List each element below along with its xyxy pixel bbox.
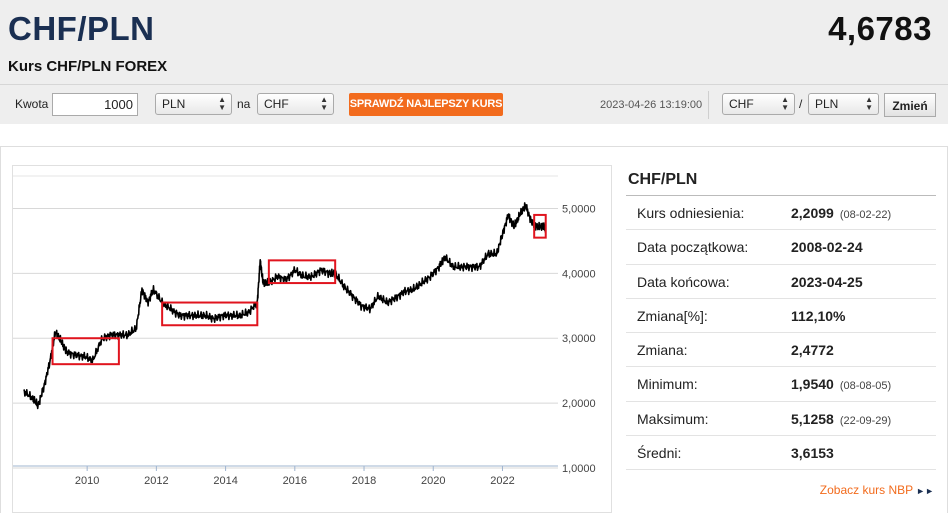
stats-row: Maksimum: 5,1258 (22-09-29) <box>626 402 936 437</box>
stats-row: Kurs odniesienia: 2,2099 (08-02-22) <box>626 196 936 231</box>
stats-value: 2,4772 <box>791 342 840 358</box>
y-tick-label: 3,0000 <box>562 333 596 345</box>
stats-label: Minimum: <box>637 376 698 393</box>
highlight-box <box>267 259 337 285</box>
stats-row: Zmiana: 2,4772 <box>626 333 936 368</box>
stats-value-text: 5,1258 <box>791 410 834 427</box>
quote-header: CHF/PLN 4,6783 Kurs CHF/PLN FOREX Kwota … <box>0 0 948 124</box>
chart-svg: 1,0000 2,0000 3,0000 4,0000 5,0000 2010 2012 20… <box>13 175 596 487</box>
stats-label: Data początkowa: <box>637 239 749 256</box>
y-tick-label: 5,0000 <box>562 203 596 215</box>
x-tick-label: 2010 <box>75 475 99 487</box>
stats-label: Maksimum: <box>637 410 709 427</box>
highlight-box <box>51 337 120 366</box>
stats-date: (22-09-29) <box>839 414 892 427</box>
rate-chart: 1,0000 2,0000 3,0000 4,0000 5,0000 2010 2012 20… <box>12 165 612 513</box>
stats-label: Zmiana[%]: <box>637 307 708 324</box>
amount-label: Kwota <box>15 97 49 111</box>
nbp-link-text: Zobacz kurs NBP <box>819 483 914 497</box>
stats-value: 5,1258 (22-09-29) <box>791 411 891 427</box>
stats-date: (08-08-05) <box>839 380 892 393</box>
stats-row: Minimum: 1,9540 (08-08-05) <box>626 367 936 402</box>
stats-panel: CHF/PLN Kurs odniesienia: 2,2099 (08-02-22… <box>626 164 936 471</box>
x-tick-label: 2022 <box>490 475 514 487</box>
nbp-rate-link[interactable]: Zobacz kurs NBP ►► <box>820 483 934 497</box>
change-pair-button[interactable]: Zmień <box>884 93 936 117</box>
select-arrows-icon: ▲ ▼ <box>781 95 789 112</box>
x-tick-label: 2016 <box>283 475 307 487</box>
stats-title: CHF/PLN <box>626 164 936 196</box>
pair-base-value: CHF <box>729 97 754 111</box>
stats-value: 3,6153 <box>791 445 840 461</box>
x-tick-label: 2018 <box>352 475 376 487</box>
stats-row: Data początkowa: 2008-02-24 <box>626 230 936 265</box>
page-title: CHF/PLN <box>8 10 155 47</box>
from-currency-select[interactable]: PLN ▲ ▼ <box>155 93 232 115</box>
x-tick-label: 2012 <box>144 475 168 487</box>
stats-value: 112,10% <box>791 308 852 324</box>
stats-label: Zmiana: <box>637 342 688 359</box>
stats-list: Kurs odniesienia: 2,2099 (08-02-22) Data p… <box>626 196 936 471</box>
select-arrows-icon: ▲ ▼ <box>320 95 328 112</box>
stats-value-text: 3,6153 <box>791 445 834 462</box>
page-subtitle: Kurs CHF/PLN FOREX <box>8 58 168 75</box>
stats-value: 2,2099 (08-02-22) <box>791 205 891 221</box>
y-tick-label: 2,0000 <box>562 398 596 410</box>
best-rate-button[interactable]: SPRAWDŹ NAJLEPSZY KURS <box>349 93 503 116</box>
converter-toolbar: Kwota 1000 PLN ▲ ▼ na CHF ▲ ▼ SPRAWDŹ NAJL… <box>0 84 948 124</box>
x-tick-label: 2020 <box>421 475 445 487</box>
stats-label: Kurs odniesienia: <box>637 205 745 221</box>
double-arrow-icon: ►► <box>916 486 934 496</box>
stats-label: Średni: <box>637 445 682 462</box>
stats-value-text: 1,9540 <box>791 376 834 393</box>
from-currency-value: PLN <box>162 97 186 111</box>
y-tick-label: 1,0000 <box>562 463 596 475</box>
pair-quote-select[interactable]: PLN ▲ ▼ <box>808 93 879 115</box>
stats-value-text: 2,4772 <box>791 342 834 359</box>
x-tick-label: 2014 <box>213 475 237 487</box>
toolbar-divider <box>708 91 709 119</box>
highlight-box <box>533 213 547 239</box>
pair-separator: / <box>799 97 803 111</box>
current-rate: 4,6783 <box>828 10 932 47</box>
stats-row: Średni: 3,6153 <box>626 436 936 471</box>
stats-value-text: 2008-02-24 <box>791 239 863 256</box>
stats-value-text: 2023-04-25 <box>791 273 863 290</box>
stats-value: 1,9540 (08-08-05) <box>791 376 891 392</box>
stats-value: 2023-04-25 <box>791 274 869 290</box>
select-arrows-icon: ▲ ▼ <box>865 95 873 112</box>
stats-value-text: 2,2099 <box>791 205 834 221</box>
quote-timestamp: 2023-04-26 13:19:00 <box>600 99 703 111</box>
stats-date: (08-02-22) <box>839 209 892 221</box>
stats-row: Data końcowa: 2023-04-25 <box>626 265 936 299</box>
to-label: na <box>237 97 251 111</box>
series-line <box>23 202 547 410</box>
amount-input[interactable]: 1000 <box>52 93 138 116</box>
y-tick-label: 4,0000 <box>562 268 596 280</box>
stats-row: Zmiana[%]: 112,10% <box>626 299 936 334</box>
to-currency-select[interactable]: CHF ▲ ▼ <box>257 93 334 115</box>
pair-base-select[interactable]: CHF ▲ ▼ <box>722 93 795 115</box>
select-arrows-icon: ▲ ▼ <box>218 95 226 112</box>
to-currency-value: CHF <box>264 97 289 111</box>
highlight-box <box>161 301 259 327</box>
stats-value: 2008-02-24 <box>791 239 869 255</box>
stats-value-text: 112,10% <box>791 307 846 324</box>
stats-label: Data końcowa: <box>637 273 730 290</box>
pair-quote-value: PLN <box>815 97 839 111</box>
